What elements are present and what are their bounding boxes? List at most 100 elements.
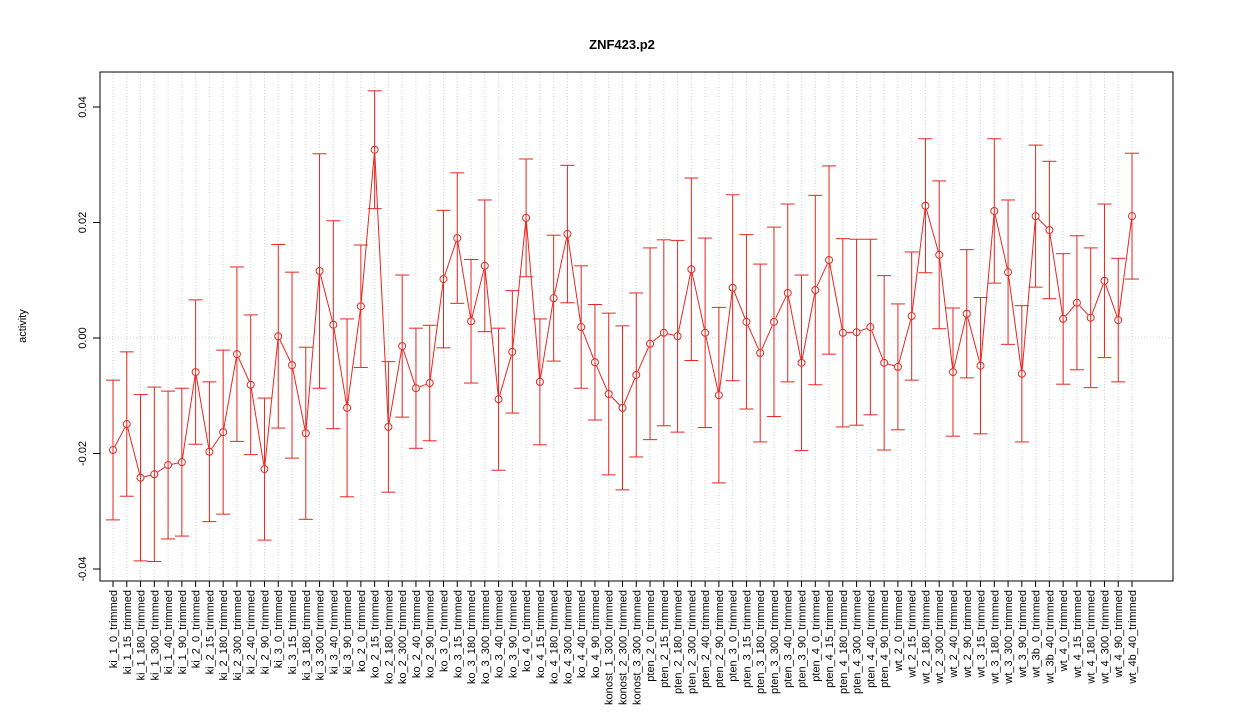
point xyxy=(219,428,228,437)
x-tick-label: wt_2_40_trimmed xyxy=(948,590,960,678)
point xyxy=(728,283,737,292)
x-tick-label: wt_3b_40_trimmed xyxy=(1044,590,1056,685)
x-tick-label: ki_2_300_trimmed xyxy=(232,590,244,681)
point xyxy=(122,420,131,429)
connector xyxy=(611,396,621,406)
x-tick-label: ko_3_300_trimmed xyxy=(480,590,492,684)
point xyxy=(1004,268,1013,277)
connector xyxy=(305,274,320,430)
chart-title: ZNF423.p2 xyxy=(589,37,655,52)
connector xyxy=(887,363,895,367)
point xyxy=(398,342,407,351)
connector xyxy=(374,153,389,423)
point xyxy=(976,361,985,370)
point xyxy=(453,234,462,243)
point xyxy=(577,323,586,332)
x-tick-label: wt_2_90_trimmed xyxy=(962,590,974,678)
point xyxy=(866,323,875,332)
x-tick-label: wt_4_90_trimmed xyxy=(1113,590,1125,678)
point xyxy=(1128,212,1136,221)
connector xyxy=(911,209,926,313)
point xyxy=(535,377,544,386)
point xyxy=(260,465,269,474)
connector xyxy=(250,388,265,466)
x-tick-label: pten_3_180_trimmed xyxy=(755,590,767,694)
connector xyxy=(388,349,402,424)
point xyxy=(494,395,503,404)
connector xyxy=(1021,220,1036,370)
x-tick-label: ki_2_0_trimmed xyxy=(191,590,203,668)
connector xyxy=(181,375,196,459)
connector xyxy=(567,237,582,324)
x-tick-label: pten_3_300_trimmed xyxy=(769,590,781,694)
point xyxy=(480,261,489,270)
connector xyxy=(157,466,166,473)
point xyxy=(714,391,723,400)
x-tick-label: konost_3_300_trimmed xyxy=(631,590,643,705)
point xyxy=(659,328,668,337)
point xyxy=(880,358,889,367)
connector xyxy=(871,330,884,360)
x-tick-label: ko_4_0_trimmed xyxy=(521,590,533,672)
connector xyxy=(788,296,802,359)
x-tick-label: ko_2_180_trimmed xyxy=(383,590,395,684)
x-tick-label: pten_3_15_trimmed xyxy=(741,590,753,688)
point xyxy=(811,286,820,295)
connector xyxy=(816,263,828,287)
connector xyxy=(801,293,816,359)
point xyxy=(563,230,572,239)
connector xyxy=(637,347,649,372)
point xyxy=(467,317,476,326)
point xyxy=(646,339,655,348)
connector xyxy=(747,325,760,350)
x-tick-label: wt_3_300_trimmed xyxy=(1003,590,1015,685)
point xyxy=(1114,316,1123,325)
x-tick-label: ki_2_15_trimmed xyxy=(204,590,216,674)
point xyxy=(618,403,627,412)
y-tick-label: 0.04 xyxy=(77,96,89,117)
point xyxy=(590,358,599,367)
point xyxy=(508,347,517,356)
point xyxy=(604,390,613,399)
connector xyxy=(512,221,527,348)
x-tick-label: wt_3_180_trimmed xyxy=(989,590,1001,685)
point xyxy=(1031,212,1040,221)
point xyxy=(343,403,352,412)
x-tick-label: ko_2_90_trimmed xyxy=(425,590,437,678)
connector xyxy=(1038,218,1047,228)
x-tick-label: wt_4_15_trimmed xyxy=(1072,590,1084,678)
x-tick-label: pten_2_15_trimmed xyxy=(659,590,671,688)
x-tick-label: ko_3_15_trimmed xyxy=(452,590,464,678)
x-tick-label: wt_4_0_trimmed xyxy=(1058,590,1070,672)
connector xyxy=(898,319,912,364)
connector xyxy=(1079,305,1089,316)
point xyxy=(522,213,531,222)
connector xyxy=(419,383,427,388)
x-tick-label: pten_3_90_trimmed xyxy=(797,590,809,688)
y-tick-label: -0.04 xyxy=(77,556,89,581)
connector xyxy=(333,328,347,405)
point xyxy=(1086,313,1095,322)
connector xyxy=(623,378,636,405)
x-tick-label: wt_3b_0_trimmed xyxy=(1031,590,1043,678)
x-tick-label: wt_2_15_trimmed xyxy=(907,590,919,678)
point xyxy=(825,256,834,265)
connector xyxy=(596,365,608,391)
x-tick-label: pten_4_40_trimmed xyxy=(865,590,877,688)
plot-frame xyxy=(99,71,1174,582)
point xyxy=(109,446,117,455)
point xyxy=(1045,226,1054,235)
connector xyxy=(444,241,457,276)
point xyxy=(1017,369,1026,378)
point xyxy=(177,458,186,467)
point xyxy=(769,317,778,326)
connector xyxy=(402,349,416,385)
connector xyxy=(223,358,237,429)
x-tick-label: ki_3_300_trimmed xyxy=(315,590,327,681)
x-tick-label: pten_3_0_trimmed xyxy=(728,590,740,682)
point xyxy=(990,206,999,215)
connector xyxy=(320,274,333,321)
x-tick-label: ki_1_0_trimmed xyxy=(108,590,120,668)
point xyxy=(329,320,338,329)
point xyxy=(673,332,682,341)
